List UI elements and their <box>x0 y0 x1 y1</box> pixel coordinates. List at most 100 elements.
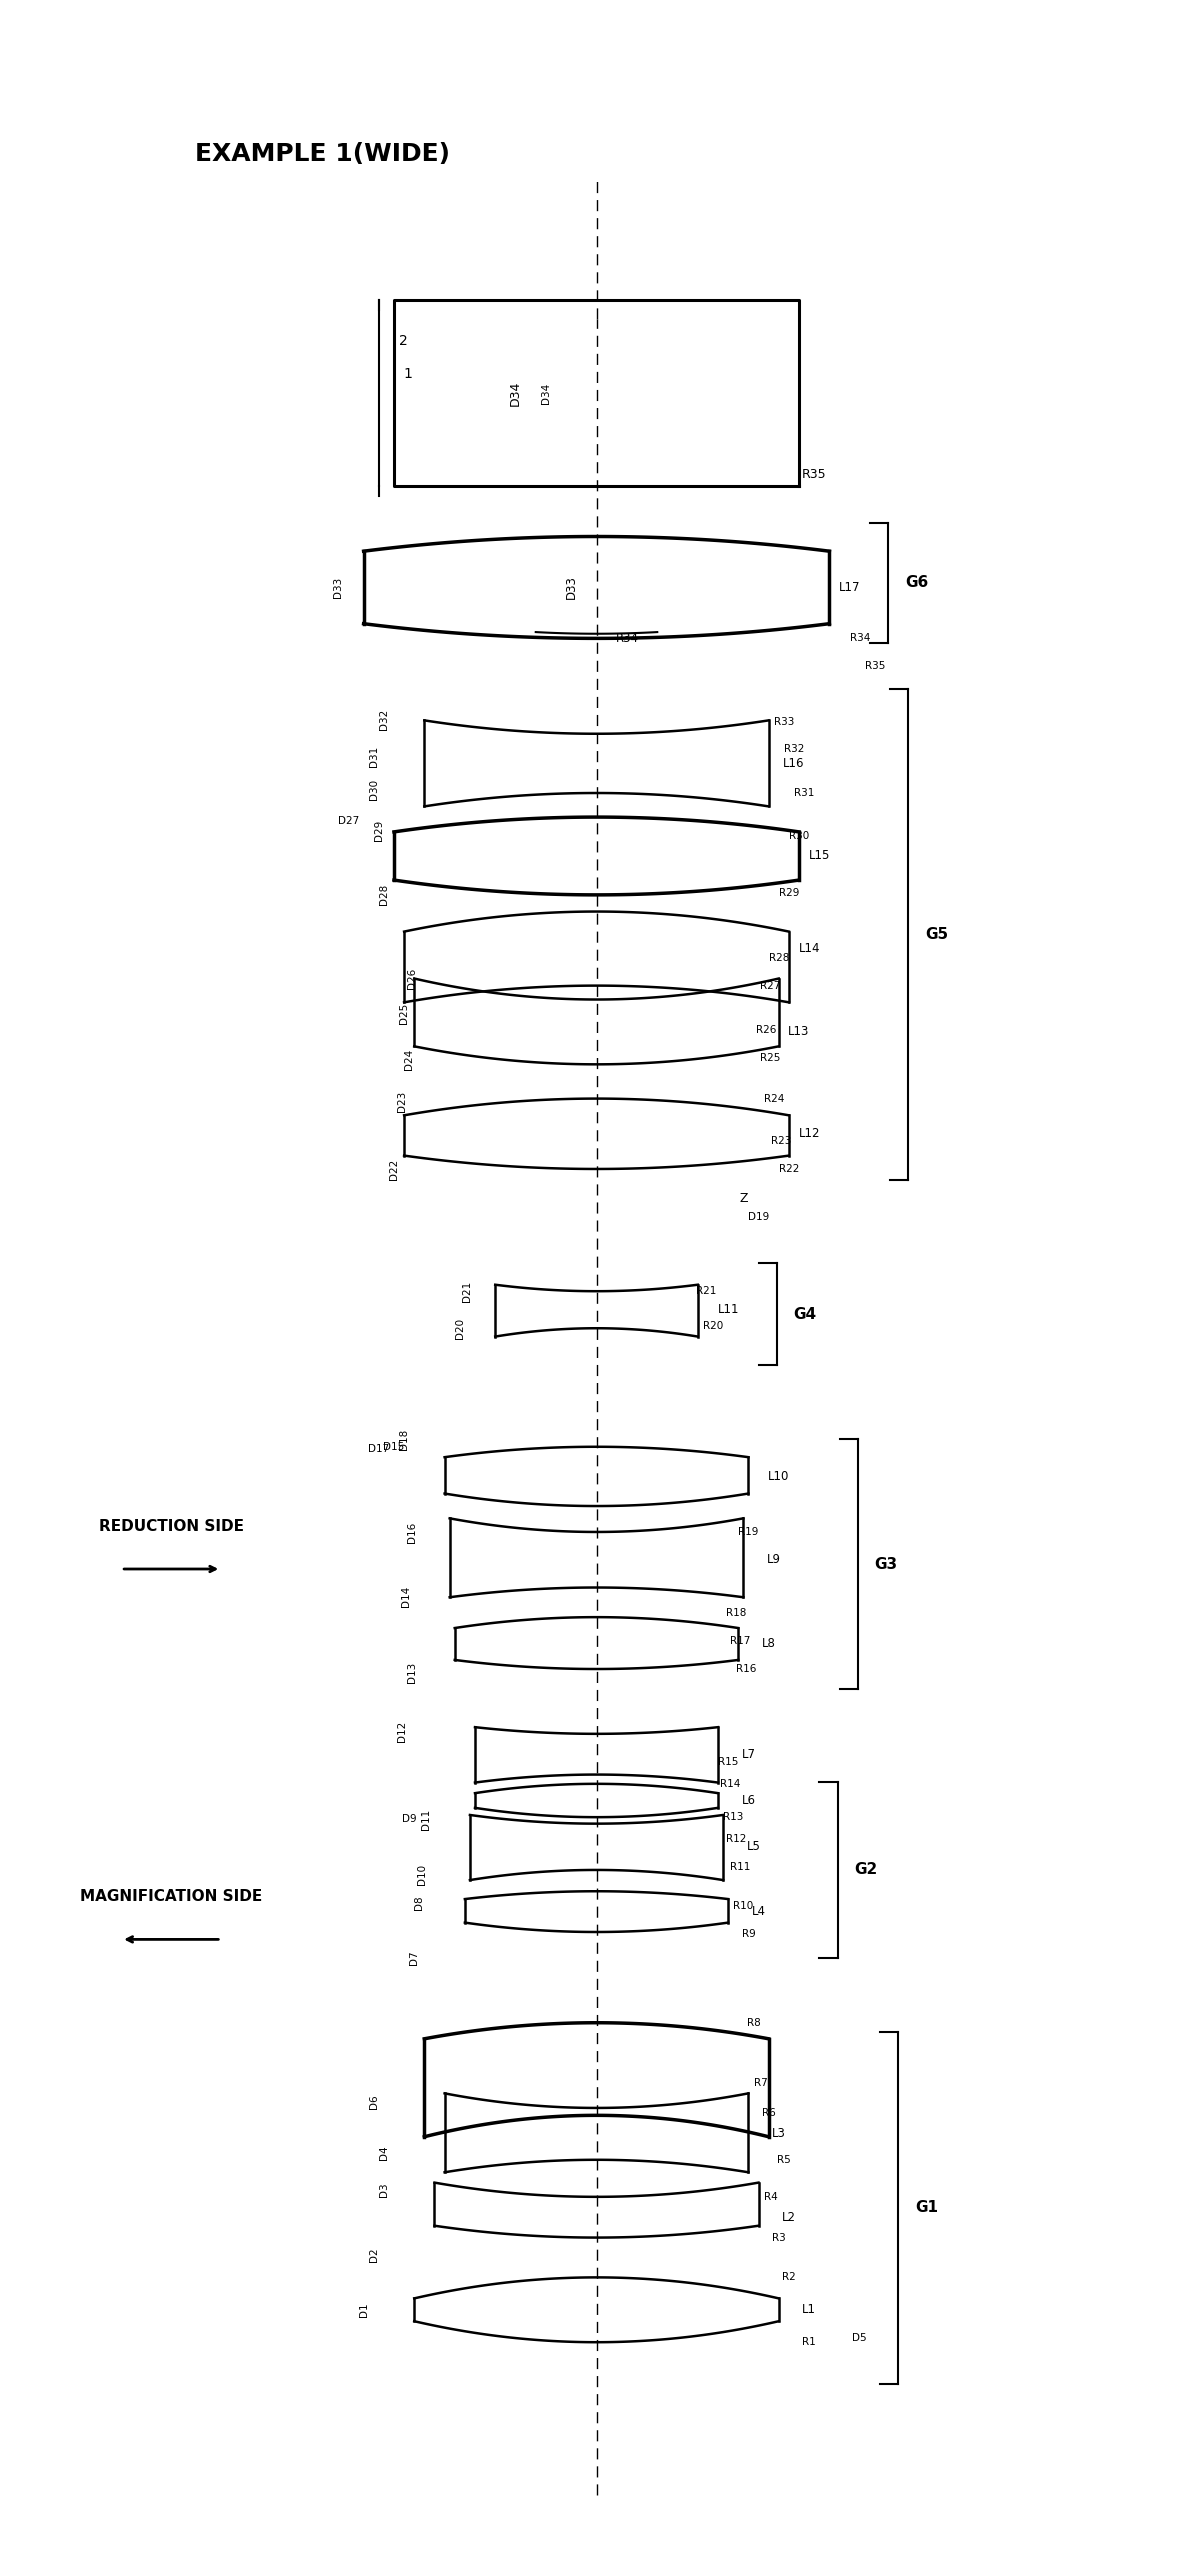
Text: D26: D26 <box>407 967 418 990</box>
Text: D34: D34 <box>540 382 551 403</box>
Text: R3: R3 <box>772 2232 786 2242</box>
Text: Z: Z <box>740 1193 748 1206</box>
Text: D16: D16 <box>407 1521 418 1542</box>
Text: D19: D19 <box>748 1213 769 1221</box>
Text: R6: R6 <box>762 2108 775 2119</box>
Text: R10: R10 <box>734 1901 754 1911</box>
Text: R14: R14 <box>721 1780 741 1788</box>
Text: D31: D31 <box>369 746 378 767</box>
Text: R24: R24 <box>764 1093 784 1103</box>
Text: R8: R8 <box>747 2019 760 2029</box>
Text: D28: D28 <box>379 885 389 905</box>
Text: D14: D14 <box>401 1585 412 1608</box>
Text: L7: L7 <box>741 1747 755 1760</box>
Text: D32: D32 <box>379 708 389 728</box>
Text: D29: D29 <box>373 818 384 841</box>
Text: L8: L8 <box>761 1636 775 1649</box>
Text: R9: R9 <box>742 1929 755 1939</box>
Text: L14: L14 <box>798 941 820 954</box>
Text: R19: R19 <box>738 1526 759 1536</box>
Text: D3: D3 <box>379 2183 389 2196</box>
Text: R35: R35 <box>865 662 885 672</box>
Text: L5: L5 <box>747 1839 760 1854</box>
Text: R7: R7 <box>754 2078 767 2088</box>
Text: G5: G5 <box>926 926 948 941</box>
Text: D2: D2 <box>369 2247 378 2262</box>
Text: R13: R13 <box>723 1811 743 1821</box>
Text: R30: R30 <box>789 831 809 841</box>
Text: 1: 1 <box>403 367 413 380</box>
Text: R26: R26 <box>756 1026 777 1036</box>
Text: L4: L4 <box>752 1906 766 1919</box>
Text: R12: R12 <box>727 1834 747 1844</box>
Text: EXAMPLE 1(WIDE): EXAMPLE 1(WIDE) <box>194 141 450 167</box>
Text: D33: D33 <box>564 575 577 600</box>
Text: D23: D23 <box>397 1090 407 1113</box>
Text: L9: L9 <box>767 1554 780 1567</box>
Text: L15: L15 <box>809 849 830 862</box>
Text: R5: R5 <box>777 2155 791 2165</box>
Text: R15: R15 <box>718 1757 738 1767</box>
Text: R11: R11 <box>730 1862 750 1872</box>
Text: D11: D11 <box>421 1808 432 1829</box>
Text: D8: D8 <box>414 1896 425 1911</box>
Text: R18: R18 <box>727 1608 747 1619</box>
Text: D20: D20 <box>455 1318 465 1339</box>
Text: D7: D7 <box>409 1949 419 1965</box>
Text: R23: R23 <box>771 1136 791 1147</box>
Text: D18: D18 <box>400 1429 409 1449</box>
Text: D9: D9 <box>402 1813 416 1824</box>
Text: G3: G3 <box>874 1557 897 1572</box>
Text: D5: D5 <box>853 2332 867 2342</box>
Text: D30: D30 <box>369 780 378 800</box>
Text: D34: D34 <box>509 380 523 405</box>
Text: D6: D6 <box>369 2093 378 2108</box>
Text: L17: L17 <box>839 580 860 595</box>
Text: G6: G6 <box>904 575 928 590</box>
Text: L2: L2 <box>781 2211 796 2224</box>
Text: L13: L13 <box>789 1026 810 1039</box>
Text: R22: R22 <box>779 1165 799 1175</box>
Text: D24: D24 <box>404 1049 414 1070</box>
Text: D17: D17 <box>369 1444 389 1454</box>
Text: D21: D21 <box>462 1280 472 1303</box>
Text: R29: R29 <box>779 887 799 898</box>
Text: R34: R34 <box>849 634 870 644</box>
Text: 2: 2 <box>398 333 408 349</box>
Text: D25: D25 <box>400 1003 409 1023</box>
Text: R20: R20 <box>703 1321 723 1331</box>
Text: G4: G4 <box>793 1306 817 1321</box>
Text: R4: R4 <box>764 2193 778 2201</box>
Text: R25: R25 <box>760 1052 781 1062</box>
Text: D10: D10 <box>418 1865 427 1885</box>
Text: L12: L12 <box>798 1126 820 1141</box>
Text: D1: D1 <box>359 2303 369 2316</box>
Text: R31: R31 <box>793 787 815 798</box>
Text: R35: R35 <box>802 467 827 480</box>
Text: L16: L16 <box>784 757 805 770</box>
Text: MAGNIFICATION SIDE: MAGNIFICATION SIDE <box>80 1890 262 1903</box>
Text: R33: R33 <box>773 716 795 726</box>
Text: L11: L11 <box>717 1303 738 1316</box>
Text: R21: R21 <box>696 1285 716 1295</box>
Text: D33: D33 <box>333 577 344 598</box>
Text: R1: R1 <box>802 2337 816 2347</box>
Text: R17: R17 <box>730 1636 750 1647</box>
Text: G2: G2 <box>854 1862 878 1878</box>
Text: D13: D13 <box>407 1662 418 1683</box>
Text: D12: D12 <box>397 1721 407 1742</box>
Text: R28: R28 <box>768 952 789 962</box>
Text: L6: L6 <box>741 1793 755 1806</box>
Text: R27: R27 <box>760 980 781 990</box>
Text: R32: R32 <box>784 744 804 754</box>
Text: L3: L3 <box>772 2126 786 2139</box>
Text: L1: L1 <box>802 2303 816 2316</box>
Text: R34: R34 <box>616 631 638 644</box>
Text: L10: L10 <box>768 1470 790 1483</box>
Text: D4: D4 <box>379 2144 389 2160</box>
Text: R2: R2 <box>783 2273 796 2283</box>
Text: D27: D27 <box>338 816 359 826</box>
Text: R16: R16 <box>736 1665 756 1675</box>
Text: REDUCTION SIDE: REDUCTION SIDE <box>99 1518 243 1534</box>
Text: D22: D22 <box>389 1159 398 1180</box>
